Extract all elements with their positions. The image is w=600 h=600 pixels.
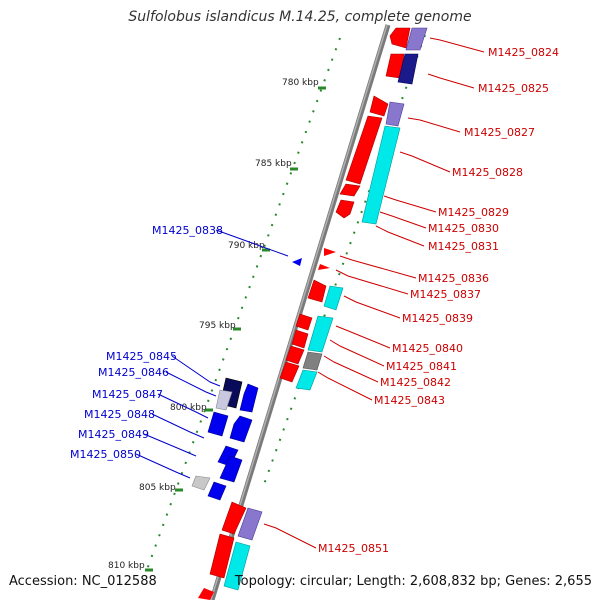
gene-label: M1425_0827	[464, 126, 535, 139]
cds-feature	[307, 279, 327, 303]
scale-tick-label: 810 kbp	[108, 561, 145, 571]
cds-feature	[369, 95, 389, 117]
scale-tick-label: 795 kbp	[199, 321, 236, 331]
reverse-gene-labels: M1425_0838 M1425_0845 M1425_0846 M1425_0…	[70, 224, 223, 461]
reverse-leaders	[135, 229, 289, 479]
leader-line	[335, 269, 409, 295]
leader-line	[343, 295, 401, 319]
gene-label: M1425_0847	[92, 388, 163, 401]
gene-label: M1425_0824	[488, 46, 559, 59]
leader-line	[383, 195, 437, 213]
gene-label: M1425_0851	[318, 542, 389, 555]
rna-feature	[295, 369, 318, 391]
cds-feature	[292, 258, 302, 266]
leader-line	[427, 73, 475, 89]
cds-feature	[295, 313, 313, 331]
leader-line	[263, 523, 317, 549]
gene-label: M1425_0849	[78, 428, 149, 441]
cds-feature	[239, 383, 259, 413]
gene-label: M1425_0839	[402, 312, 473, 325]
cds-feature	[285, 345, 305, 365]
gene-label: M1425_0848	[84, 408, 155, 421]
gene-label: M1425_0850	[70, 448, 141, 461]
leader-line	[151, 413, 205, 439]
cds-feature	[198, 588, 214, 600]
gene-label: M1425_0845	[106, 350, 177, 363]
leader-line	[135, 453, 191, 479]
leader-line	[171, 355, 221, 387]
cds-feature	[215, 389, 233, 411]
leader-line	[157, 393, 209, 419]
gene-label: M1425_0841	[386, 360, 457, 373]
leader-line	[407, 117, 461, 133]
forward-features	[198, 27, 428, 600]
leader-line	[375, 225, 425, 247]
gene-label: M1425_0846	[98, 366, 169, 379]
leader-line	[215, 229, 289, 257]
rna-feature	[323, 285, 344, 311]
cds-feature	[397, 53, 419, 85]
gene-label: M1425_0840	[392, 342, 463, 355]
leader-line	[379, 211, 427, 229]
backbone-ring-highlight	[210, 24, 388, 600]
gene-label: M1425_0843	[374, 394, 445, 407]
cds-feature	[209, 533, 235, 579]
forward-gene-labels: M1425_0824 M1425_0825 M1425_0827 M1425_0…	[318, 46, 559, 555]
gene-label: M1425_0837	[410, 288, 481, 301]
gene-label: M1425_0842	[380, 376, 451, 389]
cds-feature	[345, 115, 383, 185]
pseudo-feature	[405, 27, 428, 51]
cds-feature	[324, 248, 336, 256]
pseudo-feature	[385, 101, 405, 127]
cds-feature	[207, 411, 229, 437]
gene-label: M1425_0830	[428, 222, 499, 235]
leader-line	[429, 37, 485, 53]
scale-tick-label: 805 kbp	[139, 483, 176, 493]
gene-label: M1425_0828	[452, 166, 523, 179]
gene-label: M1425_0825	[478, 82, 549, 95]
scale-tick-label: 790 kbp	[228, 241, 265, 251]
pseudo-feature	[302, 351, 323, 371]
rna-feature	[223, 541, 251, 591]
gene-label: M1425_0836	[418, 272, 489, 285]
scale-tick-label: 780 kbp	[282, 78, 319, 88]
reverse-features	[191, 258, 302, 501]
map-title: Sulfolobus islandicus M.14.25, complete …	[128, 9, 472, 25]
leader-line	[335, 325, 391, 349]
leader-line	[165, 371, 217, 397]
cds-feature	[221, 501, 247, 535]
backbone-ring	[209, 24, 391, 600]
topology-text: Topology: circular; Length: 2,608,832 bp…	[234, 574, 592, 589]
cds-feature	[291, 329, 309, 349]
gene-label: M1425_0831	[428, 240, 499, 253]
rna-feature	[307, 315, 334, 353]
gene-label: M1425_0829	[438, 206, 509, 219]
pseudo-feature	[237, 507, 263, 541]
cds-feature	[219, 455, 243, 483]
scale-tick-label: 785 kbp	[255, 159, 292, 169]
leader-line	[323, 355, 379, 383]
gene-label: M1425_0838	[152, 224, 223, 237]
cds-feature	[191, 475, 211, 491]
cds-feature	[335, 199, 355, 219]
cds-feature	[207, 481, 227, 501]
forward-leaders	[263, 37, 485, 549]
accession-text: Accession: NC_012588	[9, 574, 157, 589]
leader-line	[399, 151, 451, 173]
leader-line	[143, 433, 197, 457]
leader-line	[339, 255, 417, 279]
cds-feature	[318, 264, 330, 270]
cds-feature	[389, 27, 411, 49]
leader-line	[329, 339, 385, 367]
leader-line	[317, 371, 373, 401]
rna-feature	[361, 125, 401, 225]
cds-feature	[339, 183, 361, 197]
cds-feature	[279, 361, 300, 383]
cds-feature	[229, 415, 253, 443]
